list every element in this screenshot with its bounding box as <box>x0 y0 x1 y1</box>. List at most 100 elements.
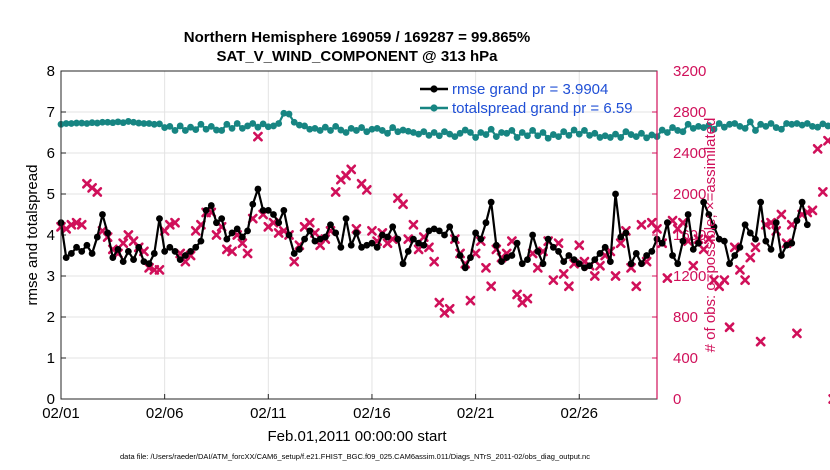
rmse-point <box>187 248 194 255</box>
obs-assimilated-point <box>154 264 165 275</box>
totalspread-point <box>529 127 537 134</box>
rmse-point <box>156 215 163 223</box>
totalspread-point <box>601 132 609 140</box>
obs-assimilated-point <box>403 234 414 244</box>
totalspread-point <box>311 124 319 132</box>
rmse-point <box>586 262 594 270</box>
obs-assimilated-point <box>92 187 103 197</box>
totalspread-point <box>487 125 495 133</box>
rmse-point <box>591 256 599 263</box>
totalspread-point <box>451 133 459 141</box>
rmse-point <box>213 219 220 227</box>
x-tick-label: 02/01 <box>42 405 80 422</box>
totalspread-point <box>663 129 671 136</box>
totalspread-point <box>259 120 267 128</box>
rmse-point <box>93 233 101 241</box>
rmse-point <box>404 248 412 255</box>
totalspread-point <box>482 131 490 138</box>
obs-assimilated-point <box>170 217 180 228</box>
obs-assimilated-point <box>595 260 605 271</box>
obs-assimilated-point <box>740 275 751 285</box>
y-tick-label: 8 <box>47 63 55 80</box>
totalspread-point <box>213 126 220 134</box>
rmse-point <box>601 243 609 251</box>
totalspread-point <box>565 131 573 139</box>
rmse-point <box>606 258 614 266</box>
rmse-point <box>378 231 386 239</box>
obs-assimilated-point <box>361 185 372 195</box>
totalspread-point <box>456 129 464 137</box>
totalspread-point <box>197 120 205 128</box>
totalspread-point <box>767 120 775 127</box>
rmse-point <box>793 217 801 225</box>
totalspread-point <box>99 118 106 126</box>
totalspread-point <box>441 128 448 136</box>
totalspread-point <box>264 123 272 131</box>
totalspread-point <box>425 131 433 139</box>
rmse-point <box>145 260 153 268</box>
totalspread-point <box>679 128 687 136</box>
totalspread-point <box>793 120 801 127</box>
rmse-point <box>757 198 765 206</box>
left-axis-ticks: 0 1 2 3 4 5 6 7 8 <box>47 63 66 408</box>
totalspread-point <box>700 124 708 131</box>
totalspread-point <box>415 130 422 138</box>
rmse-point <box>161 248 169 255</box>
rmse-point <box>368 239 376 247</box>
rmse-point <box>130 256 137 263</box>
totalspread-point <box>757 120 765 128</box>
totalspread-point <box>73 119 80 127</box>
totalspread-point <box>296 121 303 129</box>
totalspread-point <box>777 125 785 133</box>
totalspread-point <box>135 119 143 127</box>
totalspread-point <box>285 110 293 118</box>
rmse-point <box>622 229 630 237</box>
obs-assimilated-point <box>558 269 569 279</box>
obs-assimilated-point <box>429 256 440 267</box>
totalspread-point <box>124 118 132 125</box>
totalspread-point <box>62 120 70 127</box>
rmse-point <box>373 243 381 251</box>
totalspread-point <box>192 126 200 134</box>
rmse-point <box>663 219 671 227</box>
obs-assimilated-point <box>289 256 300 267</box>
rmse-point <box>124 248 132 255</box>
rmse-point <box>746 229 754 237</box>
data-file-footnote: data file: /Users/raeder/DAI/ATM_forcXX/… <box>120 452 590 461</box>
obs-assimilated-point <box>698 244 709 255</box>
totalspread-point <box>534 132 542 140</box>
legend-spread-label: totalspread grand pr = 6.59 <box>452 100 633 117</box>
rmse-point <box>119 258 127 266</box>
obs-assimilated-point <box>574 240 585 251</box>
totalspread-point <box>508 127 516 134</box>
rmse-point <box>311 237 319 245</box>
totalspread-point <box>539 129 547 136</box>
obs-assimilated-point <box>755 336 766 347</box>
y-tick-label: 2 <box>47 309 55 326</box>
obs-assimilated-point <box>735 264 745 275</box>
rmse-point <box>254 185 262 193</box>
totalspread-point <box>798 121 806 129</box>
rmse-point <box>135 243 143 251</box>
totalspread-point <box>207 122 215 130</box>
rmse-point <box>513 239 521 247</box>
rmse-point <box>238 233 246 241</box>
totalspread-point <box>368 125 376 133</box>
rmse-point <box>316 235 324 243</box>
totalspread-point <box>524 132 531 140</box>
totalspread-point <box>819 120 827 128</box>
y-axis-label: rmse and totalspread <box>24 165 41 306</box>
totalspread-point <box>555 133 562 141</box>
y-tick-label: 6 <box>47 145 55 162</box>
obs-assimilated-point <box>304 217 315 228</box>
obs-assimilated-point <box>465 295 476 306</box>
totalspread-point <box>270 122 277 130</box>
totalspread-point <box>353 127 360 134</box>
totalspread-point <box>249 120 257 127</box>
rmse-point <box>560 258 568 266</box>
rmse-point <box>798 198 806 206</box>
totalspread-point <box>384 129 391 137</box>
totalspread-point <box>472 134 480 141</box>
obs-assimilated-point <box>408 219 419 230</box>
